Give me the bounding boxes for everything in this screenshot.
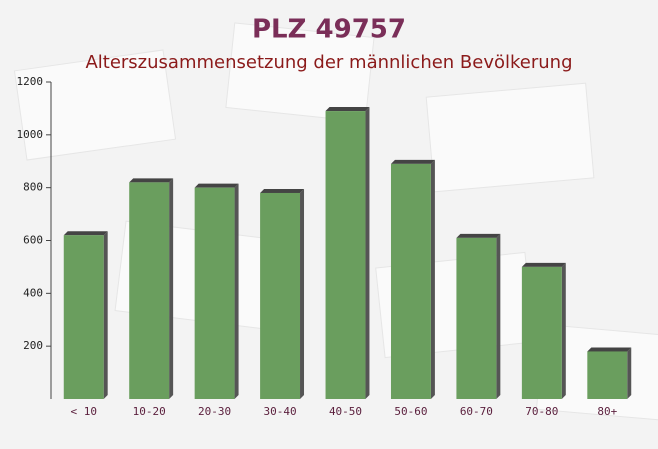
bar-shadow	[365, 107, 370, 399]
y-tick-label: 1200	[17, 75, 44, 88]
bar	[325, 111, 366, 399]
bar-shadow	[300, 188, 305, 399]
bar-shadow	[587, 347, 632, 352]
bar-shadow	[521, 262, 566, 267]
bar-shadow	[194, 183, 239, 188]
x-tick-label: < 10	[70, 405, 97, 418]
bar-shadow	[325, 107, 370, 112]
bar-shadow	[103, 231, 108, 399]
x-tick-label: 20-30	[198, 405, 231, 418]
y-tick-label: 200	[23, 339, 43, 352]
bar	[521, 266, 562, 399]
bar	[194, 187, 235, 399]
y-tick-label: 1000	[17, 128, 44, 141]
bar	[456, 237, 497, 399]
y-tick-label: 600	[23, 234, 43, 247]
bar	[129, 182, 170, 399]
bar-shadow	[129, 178, 174, 183]
bar-shadow	[627, 347, 632, 399]
bar-shadow	[456, 233, 501, 238]
x-tick-label: 80+	[597, 405, 617, 418]
x-tick-label: 40-50	[329, 405, 362, 418]
bar-shadow	[234, 183, 239, 399]
bar-shadow	[496, 233, 501, 399]
x-tick-label: 60-70	[460, 405, 493, 418]
bar	[587, 351, 628, 399]
bar	[260, 192, 301, 399]
x-tick-label: 30-40	[263, 405, 296, 418]
y-tick-label: 400	[23, 286, 43, 299]
x-tick-label: 50-60	[394, 405, 427, 418]
bar-shadow	[169, 178, 174, 399]
x-tick-label: 10-20	[133, 405, 166, 418]
bar-shadow	[260, 188, 305, 193]
y-tick-label: 800	[23, 181, 43, 194]
chart-subtitle: Alterszusammensetzung der männlichen Bev…	[85, 52, 572, 73]
bar-shadow	[390, 159, 435, 164]
bar	[63, 235, 104, 399]
bar-shadow	[430, 159, 435, 399]
chart-title: PLZ 49757	[252, 15, 406, 45]
bar-shadow	[63, 231, 108, 236]
bar-shadow	[561, 262, 566, 399]
bar	[390, 163, 431, 399]
x-tick-label: 70-80	[525, 405, 558, 418]
